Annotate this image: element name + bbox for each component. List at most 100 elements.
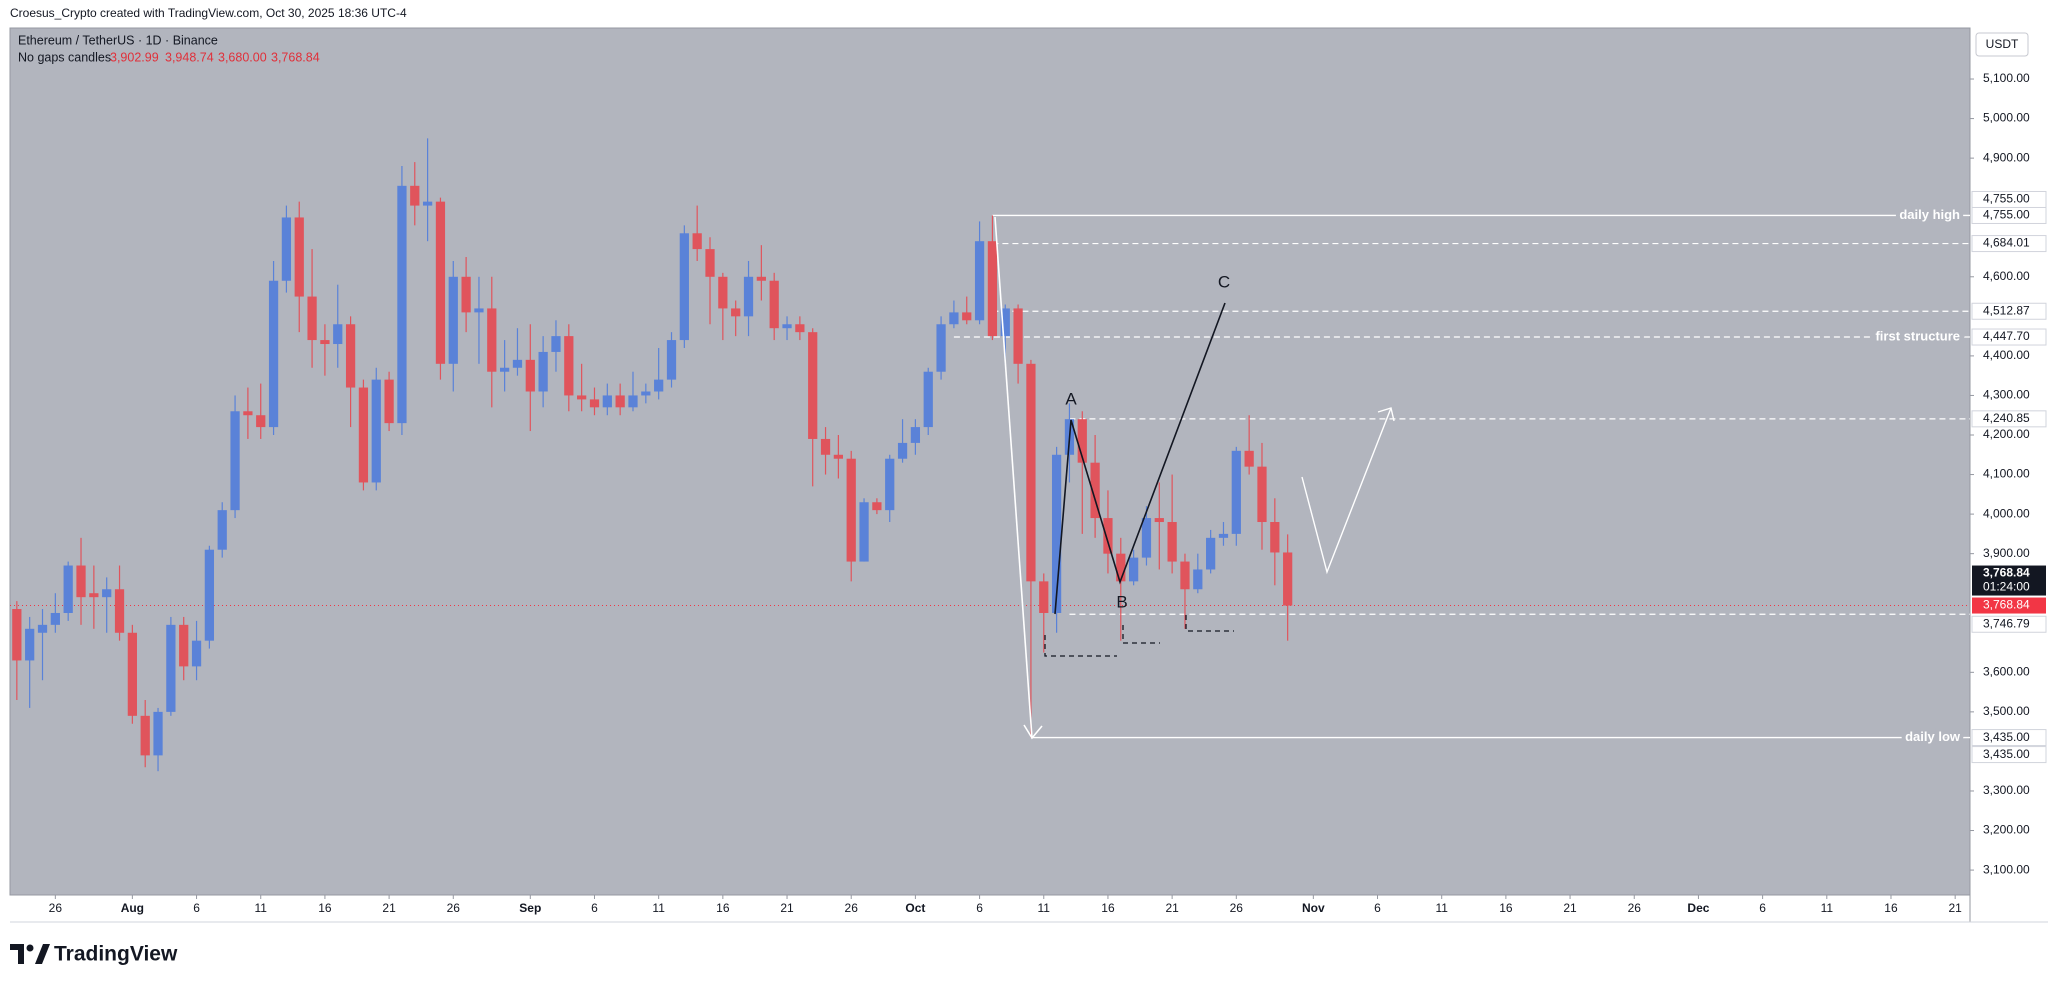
candle-body [718,276,728,309]
candle-body [256,415,266,428]
candle-body [422,201,433,206]
x-tick-label: 6 [193,901,200,915]
countdown: 01:24:00 [1983,580,2030,594]
candle-body [1103,518,1113,554]
x-tick-label: 26 [447,901,461,915]
y-tick-label: 3,200.00 [1983,823,2030,837]
candle-body [1039,581,1049,613]
candle-body [692,233,702,250]
candle-body [782,324,792,329]
currency-button[interactable] [1975,32,2029,57]
candle-body [1231,450,1241,534]
price-box [1971,746,2047,764]
plot: daily high first structure daily low [10,138,1970,772]
candle-body [281,217,292,281]
x-tick-label: 16 [716,901,730,915]
last-price-label: 3,768.84 [1983,598,2030,612]
candle-body [230,411,240,511]
logo-mark [35,944,50,964]
logo-mark [10,944,24,964]
ohlc-value: 3,680.00 [218,50,267,64]
y-tick-label: 4,000.00 [1983,506,2030,520]
candle-body [179,624,189,667]
candle-body [127,632,137,716]
price-box-label: 4,512.87 [1983,303,2030,317]
price-box-label: 4,755.00 [1983,192,2030,206]
candle-body [191,640,202,667]
candle-body [345,324,356,388]
candle-body [769,280,779,329]
candle-body [294,217,304,297]
price-box-label: 3,435.00 [1983,747,2030,761]
x-tick-label: 21 [780,901,794,915]
candle-body [63,565,73,613]
projection-arrow [1301,407,1392,575]
candle-body [859,502,869,562]
candle-body [538,351,548,392]
y-tick-label: 4,900.00 [1983,150,2030,164]
candle-body [448,276,458,364]
x-tick-label: Sep [519,901,541,915]
level-label: first structure [1875,328,1960,343]
candle-body [1206,537,1216,570]
y-tick-label: 3,100.00 [1983,862,2030,876]
x-tick-label: 11 [1435,901,1448,915]
candle-body [808,332,818,439]
price-box-label: 3,746.79 [1983,616,2030,630]
candle-body [897,442,908,459]
candle-body [705,249,715,277]
countdown-box [1972,565,2046,596]
ohlc-value: 3,902.99 [110,50,159,64]
x-tick-label: 11 [1821,901,1834,915]
currency-label[interactable]: USDT [1986,37,2019,51]
candle-body [987,241,998,337]
price-box-label: 4,755.00 [1983,208,2030,222]
drop-arrow [994,216,1033,739]
candle-body [756,276,766,281]
candle-body [1218,533,1229,538]
candle-body [89,593,99,598]
x-tick-label: 16 [1101,901,1115,915]
y-tick-label: 3,900.00 [1983,546,2030,560]
candle-body [833,454,844,459]
x-tick-label: Oct [905,901,925,915]
low-marker [1185,615,1234,632]
x-tick-label: Dec [1687,901,1709,915]
symbol-title: Ethereum / TetherUS · 1D · Binance [18,33,218,47]
y-tick-label: 4,400.00 [1983,348,2030,362]
price-box [1971,302,2047,320]
candle-body [743,276,754,317]
x-tick-label: Aug [121,901,144,915]
price-box [1971,410,2047,428]
candle-body [1244,450,1254,467]
candle-body [397,185,407,424]
candle-body [358,387,369,483]
candle-body [500,367,510,372]
x-tick-label: 16 [318,901,332,915]
price-box-label: 4,240.85 [1983,411,2030,425]
candle-body [1154,518,1164,523]
credit: Croesus_Crypto created with TradingView.… [10,6,407,20]
x-tick-label: 16 [1884,901,1898,915]
level-label: daily high [1899,207,1960,222]
candle-body [384,379,394,424]
ohlc-value: 3,948.74 [165,50,214,64]
candle-body [846,458,856,562]
candle-body [949,312,959,325]
candle-body [820,438,831,455]
x-tick-label: 6 [976,901,983,915]
candle-body [962,312,972,321]
y-tick-label: 3,300.00 [1983,783,2030,797]
candle-body [910,427,921,443]
candle-body [936,324,946,372]
x-tick-label: 11 [652,901,665,915]
candle-body [1283,552,1293,606]
ohlc-value: 3,768.84 [271,50,320,64]
wave-label: A [1065,389,1077,408]
x-tick-label: 26 [49,901,63,915]
price-box [1971,328,2047,346]
x-tick-label: 21 [1948,901,1962,915]
price-box [1971,206,2047,224]
x-tick-label: 21 [1563,901,1577,915]
